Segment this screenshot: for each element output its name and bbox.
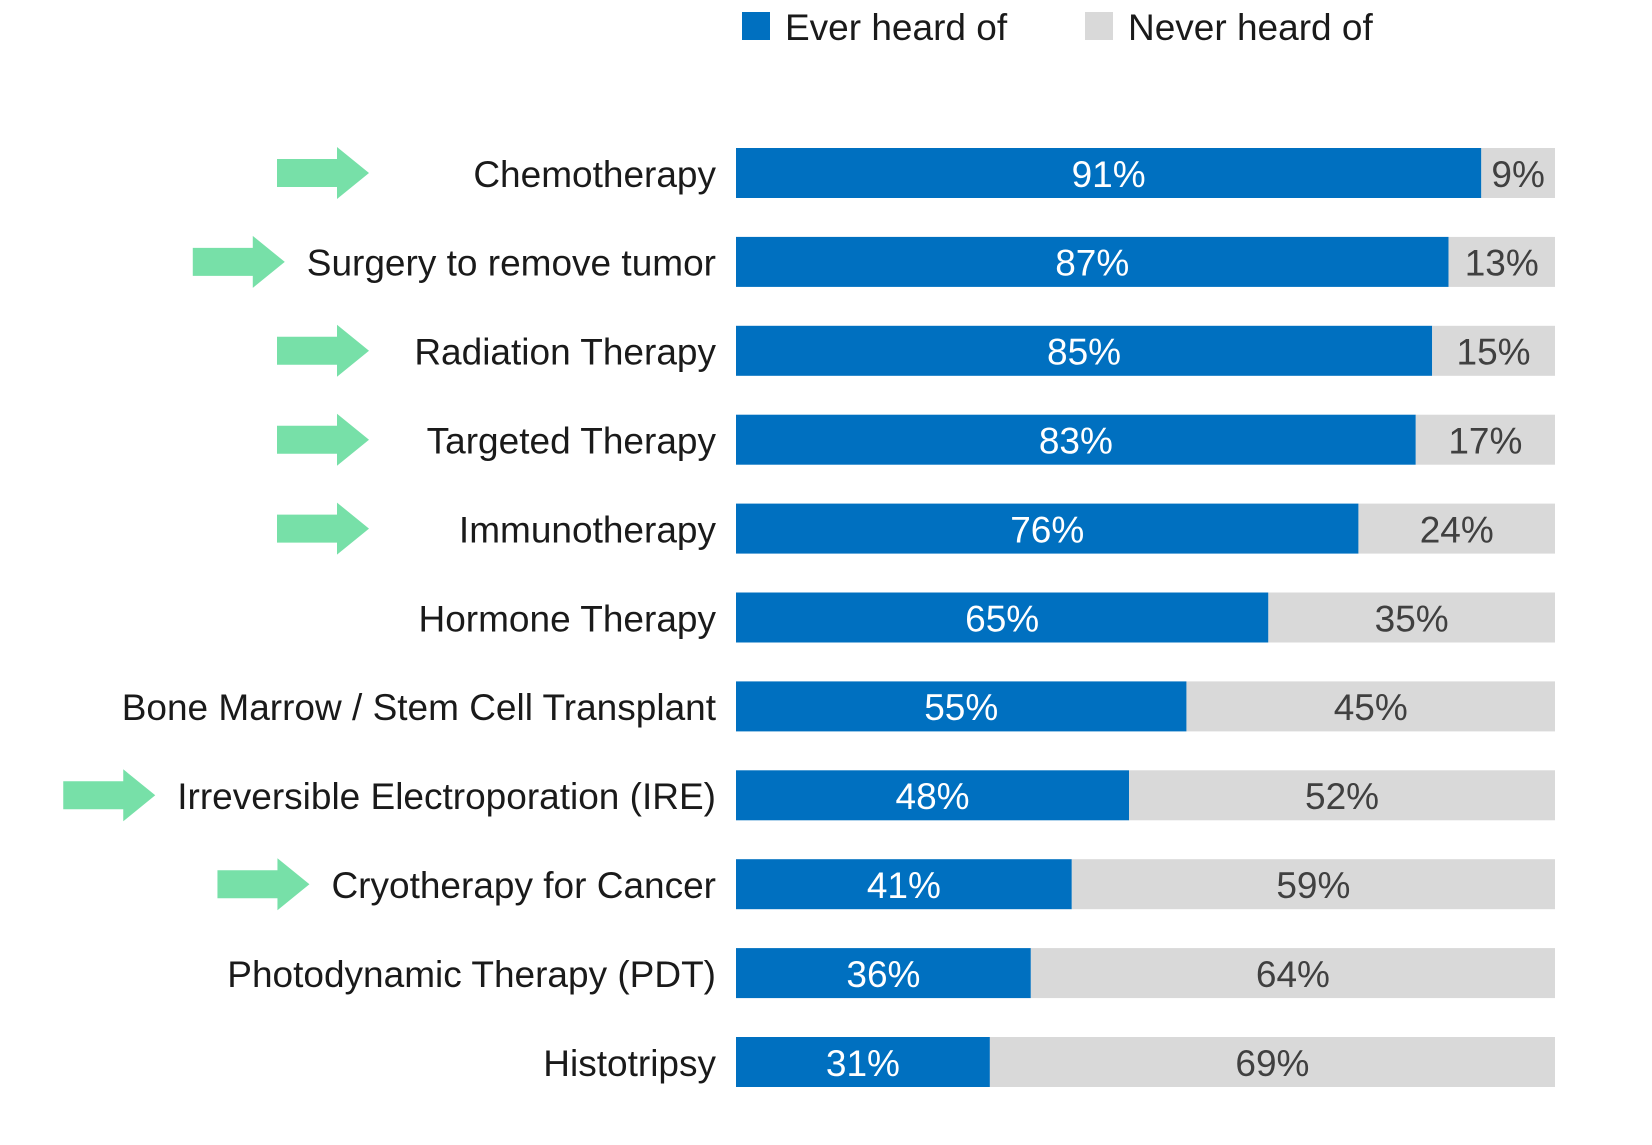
value-label: 76% <box>1010 509 1084 550</box>
bar-segment <box>1186 681 1555 732</box>
bar-segment <box>736 770 1130 821</box>
bar-segment <box>736 948 1031 999</box>
bar-segment <box>736 414 1416 465</box>
value-label: 35% <box>1375 598 1449 639</box>
legend-swatch <box>1085 12 1113 40</box>
bar-segment <box>1415 414 1555 465</box>
bar-segment <box>1129 770 1555 821</box>
value-label: 69% <box>1235 1043 1309 1084</box>
value-label: 13% <box>1465 243 1539 284</box>
bar-segment <box>736 681 1187 732</box>
value-label: 41% <box>867 865 941 906</box>
bar-segment <box>1481 148 1555 198</box>
bar-segment <box>736 1037 990 1087</box>
value-label: 87% <box>1055 243 1129 284</box>
bar-segment <box>736 503 1359 554</box>
value-label: 48% <box>896 776 970 817</box>
bar-segment <box>989 1037 1555 1087</box>
value-label: 9% <box>1491 154 1544 195</box>
category-label: Cryotherapy for Cancer <box>331 865 716 906</box>
arrow <box>277 413 369 466</box>
value-label: 45% <box>1334 687 1408 728</box>
value-label: 52% <box>1305 776 1379 817</box>
bar-segment <box>736 592 1269 643</box>
value-label: 55% <box>924 687 998 728</box>
arrow <box>217 858 310 911</box>
category-label: Surgery to remove tumor <box>307 243 716 284</box>
arrow <box>277 147 369 199</box>
bar-segment <box>736 859 1072 910</box>
value-label: 59% <box>1276 865 1350 906</box>
bar-segment <box>736 148 1482 198</box>
category-label: Histotripsy <box>543 1043 716 1084</box>
arrow <box>192 235 285 288</box>
value-label: 31% <box>826 1043 900 1084</box>
value-label: 24% <box>1420 509 1494 550</box>
category-label: Photodynamic Therapy (PDT) <box>227 954 716 995</box>
category-label: Radiation Therapy <box>414 332 716 373</box>
category-label: Targeted Therapy <box>427 420 717 461</box>
value-label: 83% <box>1039 420 1113 461</box>
bar-segment <box>1358 503 1555 554</box>
arrow <box>277 502 369 555</box>
value-label: 15% <box>1457 332 1531 373</box>
value-label: 91% <box>1072 154 1146 195</box>
category-label: Bone Marrow / Stem Cell Transplant <box>122 687 717 728</box>
bar-segment <box>736 236 1449 287</box>
legend-label: Ever heard of <box>785 7 1008 48</box>
category-label: Chemotherapy <box>473 154 716 195</box>
legend-swatch <box>742 12 770 40</box>
value-label: 65% <box>965 598 1039 639</box>
category-label: Immunotherapy <box>459 509 717 550</box>
arrow <box>63 769 156 822</box>
bar-segment <box>1071 859 1555 910</box>
bar-segment <box>1268 592 1555 643</box>
value-label: 17% <box>1448 420 1522 461</box>
arrow <box>277 324 369 377</box>
value-label: 85% <box>1047 332 1121 373</box>
category-label: Irreversible Electroporation (IRE) <box>177 776 716 817</box>
value-label: 36% <box>846 954 920 995</box>
bar-segment <box>1030 948 1555 999</box>
bar-segment <box>736 325 1433 376</box>
value-label: 64% <box>1256 954 1330 995</box>
bar-segment <box>1448 236 1555 287</box>
category-label: Hormone Therapy <box>418 598 716 639</box>
legend-label: Never heard of <box>1128 7 1373 48</box>
bar-segment <box>1432 325 1555 376</box>
